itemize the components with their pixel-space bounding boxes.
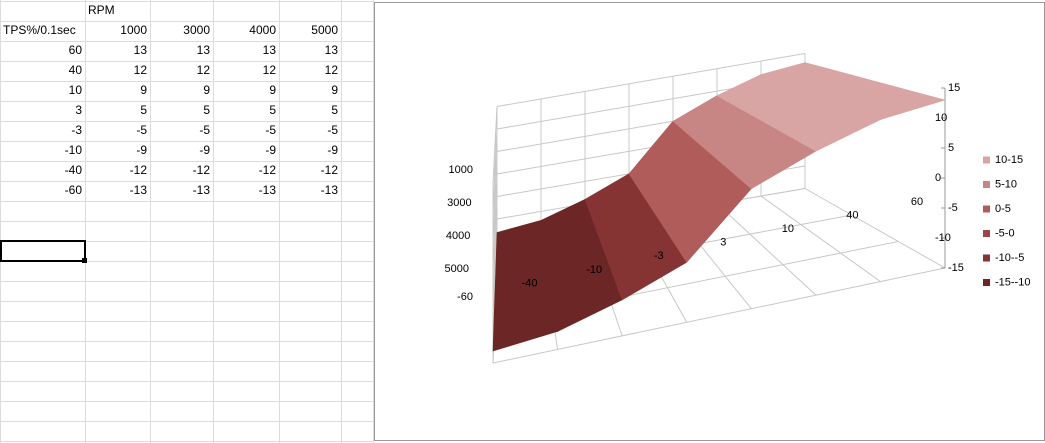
cell: -12 [259, 163, 277, 177]
z-tick-label: -5 [948, 202, 958, 214]
selected-cell[interactable] [0, 240, 86, 262]
grid-line [492, 151, 498, 244]
cell: -13 [321, 183, 339, 197]
cell: 13 [325, 43, 339, 57]
fill-handle[interactable] [82, 258, 87, 263]
z-tick-label: 10 [935, 112, 947, 124]
cell: 13 [134, 43, 148, 57]
depth-tick-label: 5000 [445, 263, 469, 275]
legend-swatch [983, 279, 990, 286]
cell: 9 [140, 83, 147, 97]
cell: -9 [199, 143, 210, 157]
cell: 60 [69, 43, 83, 57]
z-tick-label: 5 [948, 142, 954, 154]
grid-line [492, 173, 498, 274]
cell: 3 [75, 103, 82, 117]
legend-label: -10--5 [995, 252, 1024, 264]
cell: -12 [193, 163, 211, 177]
legend-label: 5-10 [995, 178, 1017, 190]
cell: 5 [203, 103, 210, 117]
floor-line [716, 203, 817, 296]
grid-line [492, 196, 498, 304]
cell: -3 [71, 123, 82, 137]
cell: TPS%/0.1sec [3, 23, 76, 37]
cell: 5 [140, 103, 147, 117]
z-tick-label: 0 [935, 172, 941, 184]
legend-swatch [983, 205, 990, 213]
grid-line [492, 106, 498, 184]
spreadsheet: RPM TPS%/0.1sec 1000 3000 4000 5000 60 13 13 13 13… [0, 0, 374, 443]
cell: -9 [265, 143, 276, 157]
cell: 5 [269, 103, 276, 117]
surface-patch [839, 87, 947, 120]
cell: 4000 [249, 23, 276, 37]
legend-swatch [983, 156, 990, 164]
cell: 40 [69, 63, 83, 77]
cell: 5 [331, 103, 338, 117]
cell: 1000 [120, 23, 147, 37]
x-tick-label: -60 [457, 291, 473, 303]
cell: -5 [265, 123, 276, 137]
cell: 13 [197, 43, 211, 57]
z-tick-label: -15 [948, 262, 964, 274]
cell: 12 [197, 63, 211, 77]
cell: 12 [134, 63, 148, 77]
x-tick-label: 10 [782, 223, 794, 235]
cell: 9 [203, 83, 210, 97]
x-tick-label: 60 [911, 196, 923, 208]
depth-tick-label: 4000 [446, 230, 470, 242]
cell: -40 [65, 163, 83, 177]
x-tick-label: 3 [720, 237, 726, 249]
cell: -13 [130, 183, 148, 197]
cell: -5 [199, 123, 210, 137]
cell: 9 [331, 83, 338, 97]
legend-label: 10-15 [995, 154, 1023, 166]
x-tick-label: 40 [846, 209, 858, 221]
x-tick-label: -10 [586, 264, 602, 276]
grid-line [492, 128, 498, 214]
legend-swatch [983, 181, 990, 188]
legend-swatch [983, 254, 990, 262]
x-tick-label: -3 [654, 250, 664, 262]
cell: 12 [263, 63, 277, 77]
floor-line [492, 267, 946, 364]
cell: 10 [69, 83, 83, 97]
grid-line [492, 218, 498, 334]
x-tick-label: -40 [522, 277, 538, 289]
depth-tick-label: 1000 [449, 164, 473, 176]
cell: -13 [259, 183, 277, 197]
cell: -5 [327, 123, 338, 137]
floor-line [804, 188, 946, 269]
cell: -12 [130, 163, 148, 177]
floor-line [760, 195, 881, 282]
cell: -9 [327, 143, 338, 157]
cell: -5 [136, 123, 147, 137]
cell: 13 [263, 43, 277, 57]
z-tick-label: 15 [948, 82, 960, 94]
depth-tick-label: 3000 [447, 197, 471, 209]
grid-line [496, 53, 806, 107]
chart: -60 -40 -10 -3 3 10 40 60 1000 3000 4000 5000 15 10 5 0… [445, 53, 1030, 364]
cell: RPM [88, 3, 115, 17]
cell: 5000 [311, 23, 338, 37]
cell: -9 [136, 143, 147, 157]
cell: -10 [65, 143, 83, 157]
cell: 9 [269, 83, 276, 97]
cell: -60 [65, 183, 83, 197]
legend-label: 0-5 [995, 203, 1011, 215]
cell: -13 [193, 183, 211, 197]
cell: 12 [325, 63, 339, 77]
cell: -12 [321, 163, 339, 177]
legend-label: -15--10 [995, 276, 1030, 288]
z-tick-label: -10 [935, 232, 951, 244]
cell: 3000 [183, 23, 210, 37]
legend-swatch [983, 230, 990, 237]
legend-label: -5-0 [995, 227, 1015, 239]
